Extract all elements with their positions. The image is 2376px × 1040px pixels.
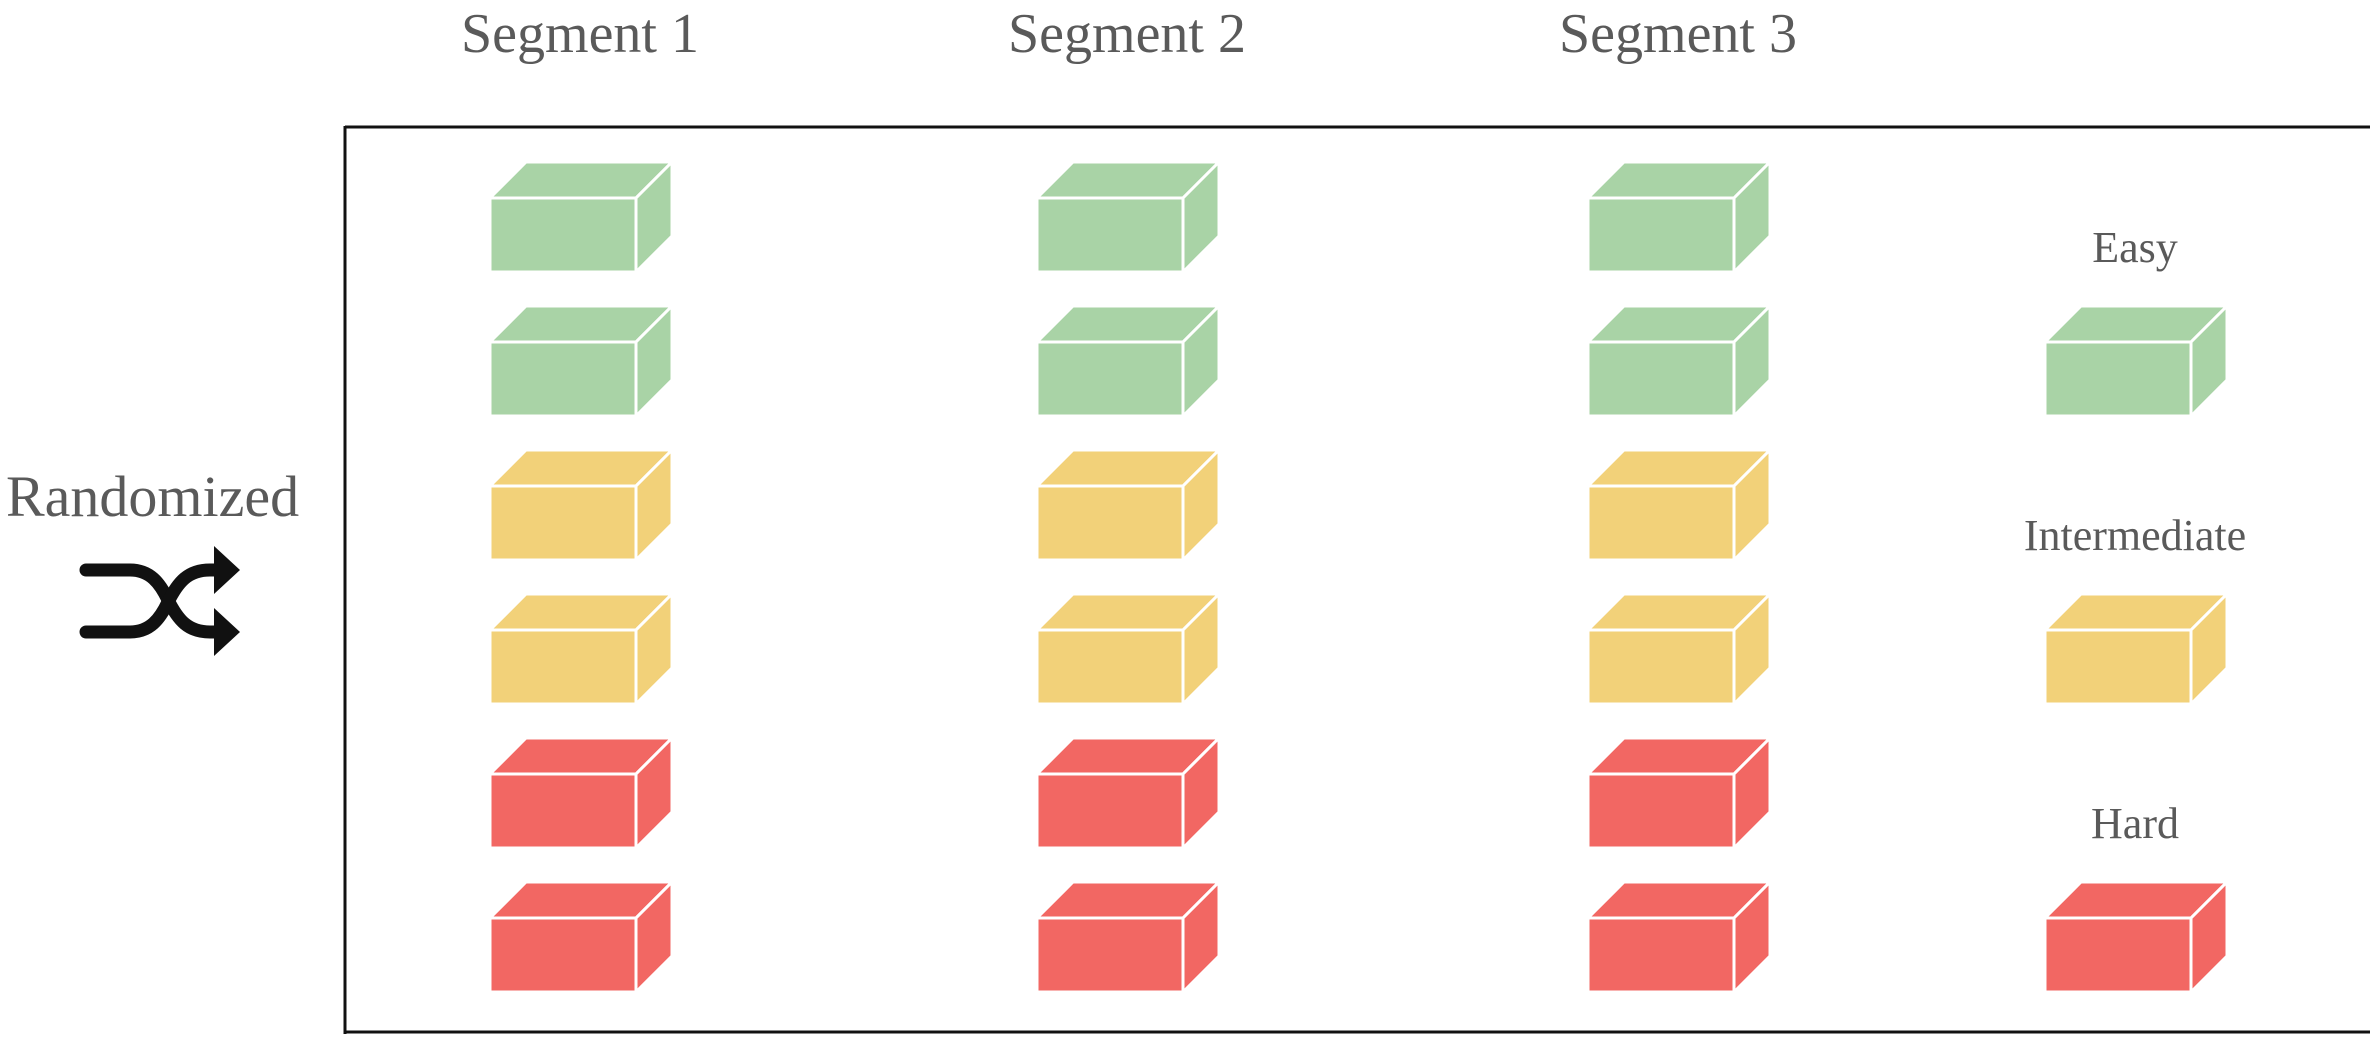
legend-block-intermediate — [2043, 592, 2229, 706]
segment-3-block-2-easy — [1586, 304, 1772, 418]
shuffle-icon — [79, 546, 240, 656]
segment-3-block-3-intermediate — [1586, 448, 1772, 562]
segment-1-block-2-easy — [488, 304, 674, 418]
segment-1-block-6-hard — [488, 880, 674, 994]
legend-label-intermediate: Intermediate — [2023, 511, 2247, 560]
segment-2-block-1-easy — [1035, 160, 1221, 274]
segment-1-block-3-intermediate — [488, 448, 674, 562]
legend-label-easy: Easy — [2092, 223, 2178, 272]
segment-2-block-2-easy — [1035, 304, 1221, 418]
segment-1-block-1-easy — [488, 160, 674, 274]
legend-label-hard: Hard — [2091, 799, 2179, 848]
segment-3-block-5-hard — [1586, 736, 1772, 850]
segment-2-block-5-hard — [1035, 736, 1221, 850]
legend-block-hard — [2043, 880, 2229, 994]
segment-2-block-6-hard — [1035, 880, 1221, 994]
segment-2-title: Segment 2 — [1008, 3, 1246, 65]
segment-2-block-4-intermediate — [1035, 592, 1221, 706]
segment-3-block-6-hard — [1586, 880, 1772, 994]
segment-2-block-3-intermediate — [1035, 448, 1221, 562]
segment-3-block-1-easy — [1586, 160, 1772, 274]
segment-3-block-4-intermediate — [1586, 592, 1772, 706]
randomized-label: Randomized — [6, 464, 300, 529]
segment-1-block-5-hard — [488, 736, 674, 850]
segment-1-block-4-intermediate — [488, 592, 674, 706]
legend-block-easy — [2043, 304, 2229, 418]
segment-3-title: Segment 3 — [1559, 3, 1797, 65]
segment-1-title: Segment 1 — [461, 3, 699, 65]
